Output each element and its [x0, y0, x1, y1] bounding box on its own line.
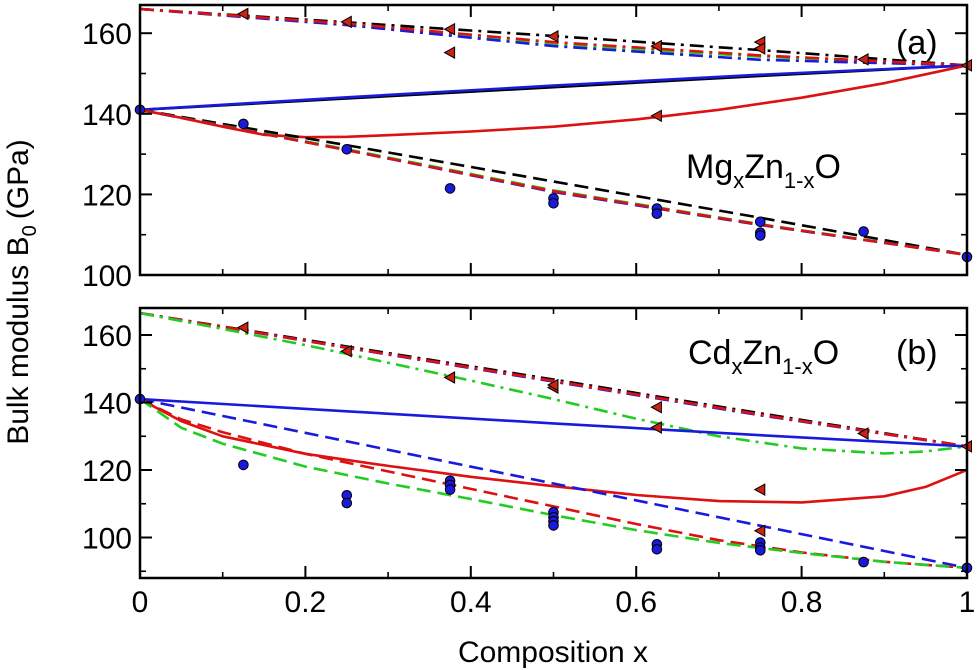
x-axis-label: Composition x	[458, 636, 648, 669]
series-lower-black-dashed	[140, 108, 967, 257]
panel-b-points	[134, 321, 973, 574]
series-red-solid	[140, 64, 967, 139]
series-red-solid	[140, 397, 967, 504]
panel-a-ticks: 100 120 140 160	[82, 5, 968, 293]
data-point-triangle	[650, 421, 662, 434]
data-point-circle	[651, 208, 663, 219]
x-tick-label: 0.4	[450, 586, 492, 619]
data-point-triangle	[340, 15, 352, 29]
data-point-circle	[238, 459, 249, 471]
data-point-triangle	[443, 22, 456, 36]
x-tick-label: 0.2	[285, 586, 327, 619]
x-tick-label: 1	[959, 586, 976, 619]
data-point-triangle	[443, 46, 456, 59]
series-upper-green-dashdot	[140, 311, 967, 455]
series-lower-red-dashed	[140, 108, 967, 257]
series-lower-green-dashed	[140, 398, 967, 570]
data-point-triangle	[753, 524, 766, 538]
data-point-triangle	[236, 7, 249, 21]
data-point-triangle	[650, 39, 662, 53]
panel-b: 0 0.2 0.4 0.6 0.8 1 100 120 140 160 (b) CdxZn1-xO	[82, 306, 975, 619]
y-tick-label: 160	[82, 320, 132, 353]
data-point-triangle	[546, 30, 559, 43]
y-axis-label: Bulk modulus B0(GPa)	[2, 139, 41, 445]
y-tick-label: 100	[82, 523, 132, 556]
x-tick-label: 0.6	[615, 586, 657, 619]
series-blue-solid	[140, 64, 967, 112]
y-tick-label: 120	[82, 179, 132, 212]
y-tick-label: 140	[82, 388, 132, 421]
series-upper-red-dashdot	[140, 311, 967, 448]
series-lower-green-dashed	[140, 108, 967, 257]
data-point-circle	[444, 484, 456, 495]
data-point-circle	[755, 230, 766, 241]
data-point-triangle	[753, 483, 766, 496]
panel-a: 100 120 140 160 (a) MgxZn1-xO	[82, 3, 973, 293]
data-point-triangle	[650, 400, 662, 414]
data-point-triangle	[650, 109, 662, 123]
panel-a-points	[134, 7, 973, 263]
panel-b-compound-label: CdxZn1-xO	[688, 334, 839, 379]
x-tick-label: 0	[132, 586, 149, 619]
y-tick-label: 140	[82, 99, 132, 132]
data-point-triangle	[236, 321, 249, 334]
x-tick-label: 0.8	[781, 586, 823, 619]
data-point-triangle	[546, 378, 559, 392]
series-lower-blue-dashed	[140, 397, 967, 570]
data-point-circle	[858, 556, 869, 568]
panel-a-label: (a)	[896, 24, 938, 62]
data-point-triangle	[857, 427, 869, 440]
data-point-circle	[858, 226, 869, 237]
data-point-circle	[755, 545, 766, 556]
panel-b-label: (b)	[896, 334, 938, 372]
series-lower-blue-dashed	[140, 108, 967, 257]
panel-a-compound-label: MgxZn1-xO	[686, 148, 841, 193]
data-point-triangle	[753, 42, 766, 55]
panel-b-series	[140, 311, 967, 570]
data-point-triangle	[443, 371, 456, 384]
data-point-circle	[651, 544, 663, 555]
y-tick-label: 160	[82, 18, 132, 51]
data-point-circle	[444, 183, 456, 194]
y-tick-label: 120	[82, 455, 132, 488]
data-point-triangle	[857, 53, 869, 66]
data-point-circle	[341, 497, 353, 509]
data-point-circle	[238, 118, 249, 130]
data-point-triangle	[340, 344, 352, 358]
y-tick-label: 100	[82, 260, 132, 293]
data-point-circle	[548, 520, 559, 531]
panel-a-series	[140, 7, 967, 257]
data-point-circle	[755, 216, 766, 228]
series-blue-solid	[140, 397, 967, 448]
series-upper-red-dashdot	[140, 7, 967, 67]
data-point-circle	[548, 198, 559, 209]
panel-b-ticks: 0 0.2 0.4 0.6 0.8 1 100 120 140 160	[82, 308, 975, 619]
data-point-circle	[341, 144, 353, 155]
